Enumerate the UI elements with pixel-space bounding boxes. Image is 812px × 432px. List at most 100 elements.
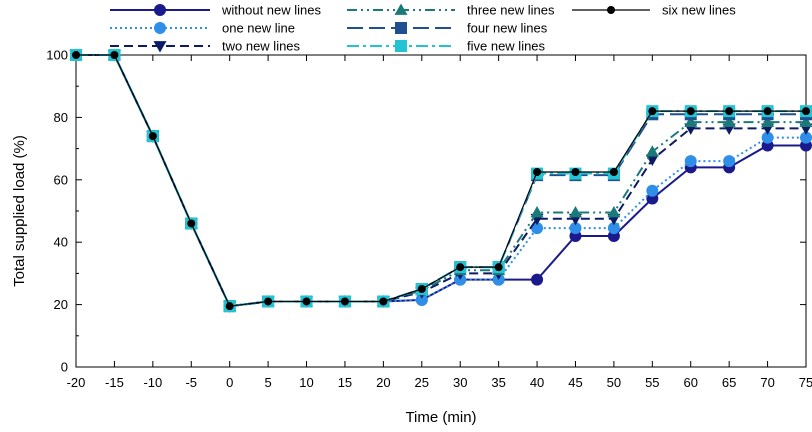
legend-label: five new lines xyxy=(467,39,546,54)
x-tick-label: 40 xyxy=(530,375,544,390)
data-point xyxy=(72,51,80,59)
series-layer xyxy=(69,48,812,313)
series-6 xyxy=(70,49,812,313)
data-point xyxy=(187,219,196,228)
data-point xyxy=(761,115,775,127)
series-line xyxy=(76,54,806,308)
legend: without new lines one new line two new lin… xyxy=(110,3,736,54)
y-tick-label: 20 xyxy=(54,297,68,312)
legend-label: without new lines xyxy=(221,3,321,18)
legend-item: six new lines xyxy=(572,3,736,18)
data-point xyxy=(607,6,615,14)
data-point xyxy=(571,168,580,176)
legend-label: six new lines xyxy=(662,3,736,18)
data-point xyxy=(648,107,657,116)
axes: 0 20 40 60 80 100 -20 -15 -10 -5 0 5 10 15 20 25 30 35 40… xyxy=(11,48,812,427)
series-5 xyxy=(70,49,812,313)
data-point xyxy=(494,263,503,272)
data-point xyxy=(607,222,620,235)
data-point xyxy=(569,222,582,235)
legend-item: without new lines xyxy=(110,3,321,18)
data-point xyxy=(607,206,621,218)
x-tick-label: 25 xyxy=(415,375,429,390)
x-tick-label: 15 xyxy=(338,375,352,390)
data-point xyxy=(533,168,542,176)
series-line xyxy=(76,54,806,308)
data-point xyxy=(686,107,695,116)
data-point xyxy=(302,297,311,306)
y-tick-label: 0 xyxy=(61,360,68,375)
data-point xyxy=(722,115,736,127)
x-tick-label: -20 xyxy=(67,375,86,390)
series-1 xyxy=(70,49,812,313)
x-tick-label: 70 xyxy=(760,375,774,390)
series-line xyxy=(76,54,806,307)
legend-item: one new line xyxy=(110,21,295,36)
data-point xyxy=(110,51,119,59)
series-2 xyxy=(70,49,812,313)
x-axis-ticks: -20 -15 -10 -5 0 5 10 15 20 25 30 35 40 45 50 55 60 65 70 7… xyxy=(67,55,812,390)
data-point xyxy=(225,302,234,311)
legend-label: one new line xyxy=(222,21,295,36)
data-point xyxy=(723,155,736,168)
series-4 xyxy=(69,48,812,312)
data-point xyxy=(379,297,388,306)
x-tick-label: 65 xyxy=(722,375,736,390)
data-point xyxy=(395,22,407,34)
data-point xyxy=(645,145,659,157)
data-point xyxy=(417,285,426,293)
y-axis-label: Total supplied load (%) xyxy=(11,135,28,287)
x-tick-label: -5 xyxy=(185,375,197,390)
series-line xyxy=(76,54,806,308)
data-point xyxy=(340,297,349,306)
data-point xyxy=(531,273,544,286)
data-point xyxy=(154,22,166,34)
legend-label: two new lines xyxy=(222,39,301,54)
series-7 xyxy=(72,51,810,311)
x-tick-label: 45 xyxy=(568,375,582,390)
data-point xyxy=(395,40,407,52)
data-point xyxy=(646,184,659,197)
data-point xyxy=(800,131,812,144)
data-point xyxy=(684,155,697,168)
data-point xyxy=(799,115,812,127)
x-tick-label: -10 xyxy=(143,375,162,390)
x-tick-label: 55 xyxy=(645,375,659,390)
data-point xyxy=(684,115,698,127)
series-line xyxy=(76,54,806,308)
data-point xyxy=(763,107,772,116)
x-tick-label: 5 xyxy=(264,375,271,390)
data-point xyxy=(264,297,273,306)
x-tick-label: 10 xyxy=(299,375,313,390)
x-tick-label: 50 xyxy=(607,375,621,390)
data-point xyxy=(645,154,659,167)
series-3 xyxy=(69,50,812,313)
x-tick-label: 0 xyxy=(226,375,233,390)
data-point xyxy=(531,222,544,235)
legend-label: four new lines xyxy=(467,21,548,36)
data-point xyxy=(394,3,408,15)
data-point xyxy=(725,107,734,116)
y-tick-label: 100 xyxy=(46,48,68,63)
series-line xyxy=(76,54,806,308)
x-tick-label: 30 xyxy=(453,375,467,390)
series-line xyxy=(76,54,806,308)
x-axis-label: Time (min) xyxy=(405,409,476,426)
legend-item: two new lines xyxy=(110,39,301,54)
legend-item: four new lines xyxy=(347,21,548,36)
legend-item: three new lines xyxy=(347,3,555,18)
y-tick-label: 60 xyxy=(54,172,68,187)
data-point xyxy=(609,168,618,176)
data-point xyxy=(530,206,544,218)
x-tick-label: 75 xyxy=(799,375,812,390)
legend-label: three new lines xyxy=(467,3,555,18)
data-point xyxy=(148,132,157,141)
x-tick-label: 60 xyxy=(684,375,698,390)
x-tick-label: 35 xyxy=(491,375,505,390)
legend-item: five new lines xyxy=(347,39,546,54)
data-point xyxy=(761,131,774,144)
y-tick-label: 80 xyxy=(54,110,68,125)
data-point xyxy=(415,293,428,306)
data-point xyxy=(154,4,166,16)
